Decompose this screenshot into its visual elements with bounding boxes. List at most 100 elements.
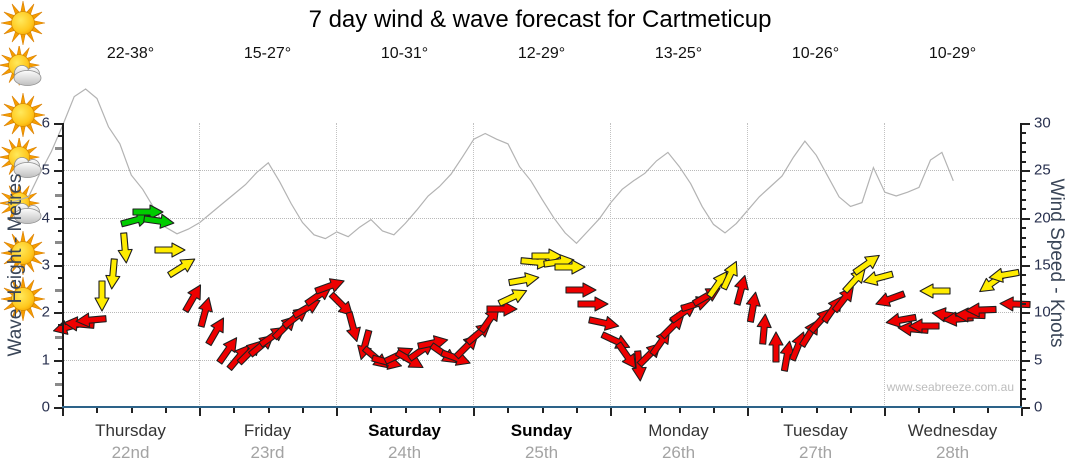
wave-axis-minor-tick bbox=[58, 134, 62, 137]
wind-arrow bbox=[859, 264, 897, 292]
wind-axis-tick bbox=[1022, 123, 1030, 125]
wave-axis-tick-label: 0 bbox=[41, 398, 50, 416]
day-name-label: Tuesday bbox=[783, 421, 848, 440]
temp-range-label: 22-38° bbox=[106, 45, 155, 62]
wave-axis-tick bbox=[54, 123, 62, 125]
wind-axis-minor-tick bbox=[1022, 160, 1026, 163]
wind-arrow bbox=[162, 249, 201, 284]
wind-arrow bbox=[73, 308, 109, 331]
wind-axis-tick bbox=[1022, 265, 1030, 267]
day-date-label: 26th bbox=[661, 443, 696, 462]
wave-axis-minor-tick bbox=[58, 276, 62, 279]
wind-axis-tick-label: 15 bbox=[1034, 256, 1051, 274]
day-separator-line bbox=[336, 123, 337, 407]
watermark: www.seabreeze.com.au bbox=[886, 380, 1014, 394]
wind-axis-minor-tick bbox=[1022, 208, 1026, 211]
weather-icon-sun-cloud bbox=[0, 44, 46, 92]
time-axis-tick bbox=[849, 408, 852, 413]
wind-arrow bbox=[627, 348, 650, 384]
time-axis-tick bbox=[541, 408, 544, 413]
wind-arrow bbox=[414, 329, 451, 356]
wave-axis-minor-tick bbox=[58, 347, 62, 350]
wave-axis-minor-tick bbox=[55, 383, 62, 387]
wind-axis-minor-tick bbox=[1022, 246, 1026, 249]
wave-axis-tick bbox=[54, 170, 62, 173]
wind-arrow bbox=[753, 312, 776, 348]
time-axis-tick bbox=[507, 408, 510, 413]
wind-arrow bbox=[714, 256, 746, 295]
wind-arrow bbox=[883, 307, 920, 333]
chart-title: 7 day wind & wave forecast for Cartmetic… bbox=[308, 6, 772, 33]
time-axis-tick bbox=[130, 408, 133, 413]
time-axis-tick bbox=[781, 408, 784, 413]
time-axis-tick bbox=[747, 408, 749, 416]
wind-arrow bbox=[472, 299, 508, 338]
time-axis-tick bbox=[267, 408, 270, 413]
wind-axis-minor-tick bbox=[1022, 227, 1026, 230]
wind-arrow bbox=[153, 240, 187, 260]
wave-axis-tick-label: 3 bbox=[41, 256, 50, 274]
wind-arrow bbox=[826, 280, 863, 319]
wind-axis-line bbox=[1020, 123, 1022, 408]
wind-arrow bbox=[323, 286, 361, 324]
wind-arrow bbox=[131, 202, 165, 222]
wind-arrow bbox=[985, 263, 1022, 289]
wave-axis-minor-tick bbox=[58, 229, 62, 232]
time-axis-tick bbox=[473, 408, 475, 416]
wind-arrow bbox=[113, 230, 136, 266]
day-date-label: 22nd bbox=[111, 443, 150, 462]
time-axis-line bbox=[62, 406, 1022, 408]
wind-arrow bbox=[141, 209, 177, 234]
wind-axis-tick bbox=[1022, 217, 1030, 220]
wind-axis-tick-label: 30 bbox=[1034, 114, 1051, 132]
gridline-horizontal bbox=[62, 359, 1021, 361]
time-axis-tick bbox=[884, 408, 886, 416]
wind-axis-minor-tick bbox=[1022, 255, 1026, 258]
wave-axis-line bbox=[62, 123, 64, 408]
wind-axis-tick bbox=[1022, 170, 1030, 173]
wind-arrow bbox=[740, 288, 766, 325]
gridline-horizontal bbox=[62, 217, 1021, 219]
time-axis-tick bbox=[952, 408, 955, 413]
weather-icon-sun-cloud bbox=[0, 136, 46, 184]
time-axis-tick bbox=[96, 408, 99, 413]
wind-axis-tick-label: 25 bbox=[1034, 161, 1051, 179]
wind-arrow bbox=[485, 299, 519, 319]
temp-range-label: 10-26° bbox=[791, 45, 840, 62]
wind-axis-minor-tick bbox=[1022, 293, 1026, 296]
time-axis-tick bbox=[336, 408, 338, 416]
wind-axis-minor-tick bbox=[1022, 198, 1026, 201]
time-axis-tick bbox=[233, 408, 236, 413]
time-axis-tick bbox=[164, 408, 167, 413]
time-axis-tick bbox=[610, 408, 612, 416]
time-axis-tick bbox=[370, 408, 373, 413]
weather-icon-sun bbox=[0, 92, 46, 138]
wave-axis-minor-tick bbox=[58, 205, 62, 208]
temp-range-label: 12-29° bbox=[517, 45, 566, 62]
temp-range-label: 10-31° bbox=[380, 45, 429, 62]
time-axis-tick bbox=[301, 408, 304, 413]
temp-range-label: 10-29° bbox=[928, 45, 977, 62]
time-axis-tick bbox=[986, 408, 989, 413]
weather-icon-sun bbox=[0, 230, 46, 276]
wind-arrow bbox=[907, 316, 941, 336]
wind-axis-minor-tick bbox=[1022, 189, 1026, 192]
day-date-label: 24th bbox=[387, 443, 422, 462]
wind-arrow bbox=[766, 330, 786, 364]
time-axis-tick bbox=[712, 408, 715, 413]
wave-axis-minor-tick bbox=[58, 395, 62, 398]
wind-arrow bbox=[553, 257, 587, 277]
wind-axis-minor-tick bbox=[1022, 179, 1026, 182]
wind-arrow bbox=[576, 294, 610, 314]
time-axis-tick bbox=[1021, 408, 1023, 416]
wind-arrow bbox=[837, 261, 875, 300]
wind-axis-tick-label: 0 bbox=[1034, 398, 1043, 416]
connecting-line bbox=[5, 88, 954, 245]
wind-axis-tick bbox=[1022, 359, 1030, 362]
wind-axis-minor-tick bbox=[1022, 274, 1026, 277]
day-separator-line bbox=[199, 123, 200, 407]
day-name-label: Wednesday bbox=[907, 421, 998, 440]
wave-axis-minor-tick bbox=[55, 146, 62, 150]
day-date-label: 23rd bbox=[250, 443, 285, 462]
